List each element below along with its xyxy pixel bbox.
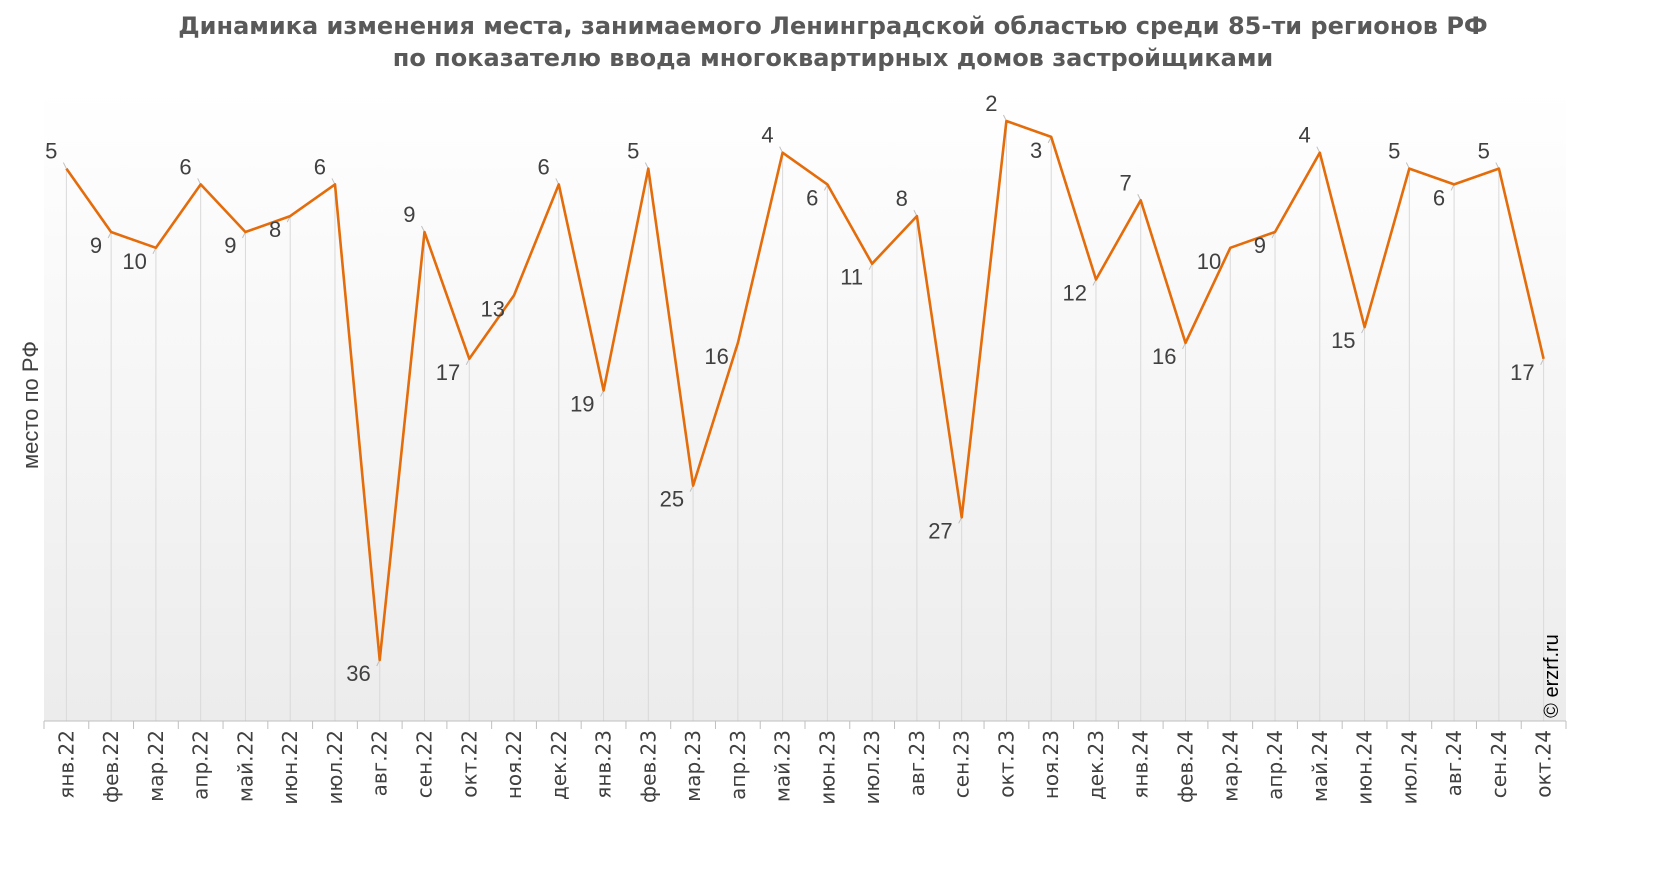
x-tick-label: май.23 bbox=[771, 730, 795, 802]
data-label: 5 bbox=[1478, 139, 1490, 164]
data-label: 6 bbox=[314, 154, 326, 179]
data-label: 3 bbox=[1030, 138, 1042, 163]
data-label: 12 bbox=[1062, 281, 1086, 306]
y-axis-title: место по РФ bbox=[18, 341, 43, 469]
data-label: 8 bbox=[896, 186, 908, 211]
data-label: 10 bbox=[122, 249, 146, 274]
x-tick-label: сен.22 bbox=[413, 730, 437, 798]
data-label: 6 bbox=[179, 154, 191, 179]
x-tick-label: сен.23 bbox=[950, 730, 974, 798]
x-tick-label: окт.22 bbox=[457, 730, 481, 798]
x-tick-label: дек.22 bbox=[547, 730, 571, 800]
x-tick-label: июн.24 bbox=[1353, 730, 1377, 805]
data-label: 9 bbox=[403, 202, 415, 227]
data-label: 17 bbox=[1510, 360, 1534, 385]
x-tick-label: янв.24 bbox=[1129, 730, 1153, 799]
data-label: 6 bbox=[806, 185, 818, 210]
x-tick-label: апр.23 bbox=[726, 730, 750, 800]
x-tick-label: фев.23 bbox=[636, 730, 660, 803]
x-tick-label: июн.22 bbox=[278, 730, 302, 805]
x-tick-label: июл.23 bbox=[860, 730, 884, 804]
data-label: 4 bbox=[1299, 123, 1311, 148]
x-tick-label: дек.23 bbox=[1084, 730, 1108, 800]
data-label: 9 bbox=[1254, 233, 1266, 258]
x-tick-label: окт.23 bbox=[994, 730, 1018, 798]
x-tick-label: июн.23 bbox=[815, 730, 839, 805]
x-tick-label: июл.22 bbox=[323, 730, 347, 804]
x-tick-label: мар.22 bbox=[144, 730, 168, 802]
data-label: 16 bbox=[1152, 344, 1176, 369]
data-label: 5 bbox=[627, 139, 639, 164]
data-label: 6 bbox=[538, 154, 550, 179]
data-label: 8 bbox=[269, 217, 281, 242]
data-label: 4 bbox=[761, 123, 773, 148]
data-label: 11 bbox=[840, 265, 863, 290]
x-tick-label: мар.24 bbox=[1218, 730, 1242, 802]
data-labels: 5 9 10 6 9 8 6 36 9 17 13 6 19 5 25 16 4 6 11 8 27 2 3 12 7 16 10 9… bbox=[45, 91, 1534, 686]
x-tick-label: май.22 bbox=[233, 730, 257, 802]
chart-subtitle: по показателю ввода многоквартирных домо… bbox=[392, 44, 1274, 72]
chart-title: Динамика изменения места, занимаемого Ле… bbox=[0, 10, 1666, 74]
data-label: 17 bbox=[436, 360, 460, 385]
x-tick-label: фев.24 bbox=[1174, 730, 1198, 803]
data-label: 2 bbox=[985, 91, 997, 116]
data-label: 25 bbox=[660, 487, 684, 512]
data-label: 6 bbox=[1433, 185, 1445, 210]
x-tick-label: мар.23 bbox=[681, 730, 705, 802]
x-tick-label: апр.24 bbox=[1263, 730, 1287, 800]
data-label: 15 bbox=[1331, 328, 1355, 353]
plot-area bbox=[44, 89, 1566, 721]
x-tick-label: авг.23 bbox=[905, 730, 929, 796]
x-tick-label: май.24 bbox=[1308, 730, 1332, 802]
x-tick-label: сен.24 bbox=[1487, 730, 1511, 798]
data-label: 9 bbox=[224, 233, 236, 258]
x-tick-label: апр.22 bbox=[189, 730, 213, 800]
x-axis-ticks bbox=[43, 721, 1567, 729]
data-label: 7 bbox=[1119, 170, 1131, 195]
data-label: 5 bbox=[1388, 139, 1400, 164]
x-tick-label: ноя.23 bbox=[1039, 730, 1063, 799]
data-label: 5 bbox=[45, 139, 57, 164]
leader-line bbox=[1540, 358, 1545, 366]
data-label: 19 bbox=[570, 392, 594, 417]
data-label: 27 bbox=[928, 518, 952, 543]
x-tick-label: авг.22 bbox=[368, 730, 392, 796]
watermark: © erzrf.ru bbox=[1541, 634, 1563, 718]
x-tick-label: янв.22 bbox=[54, 730, 78, 799]
data-label: 10 bbox=[1197, 249, 1221, 274]
series-line bbox=[65, 119, 1545, 662]
x-tick-label: ноя.22 bbox=[502, 730, 526, 799]
data-label: 16 bbox=[704, 344, 728, 369]
chart-title-line1: Динамика изменения места, занимаемого Ле… bbox=[178, 12, 1488, 40]
grid-lines bbox=[65, 121, 1545, 721]
x-tick-label: окт.24 bbox=[1532, 730, 1556, 798]
data-label: 36 bbox=[346, 661, 370, 686]
x-tick-label: янв.23 bbox=[592, 730, 616, 799]
x-tick-label: июл.24 bbox=[1397, 730, 1421, 804]
data-label: 13 bbox=[481, 296, 505, 321]
x-axis-labels: янв.22 фев.22 мар.22 апр.22 май.22 июн.22 июл.… bbox=[54, 730, 1555, 805]
x-tick-label: фев.22 bbox=[99, 730, 123, 803]
data-label: 9 bbox=[90, 233, 102, 258]
leader-line bbox=[62, 162, 67, 169]
x-tick-label: авг.24 bbox=[1442, 730, 1466, 796]
